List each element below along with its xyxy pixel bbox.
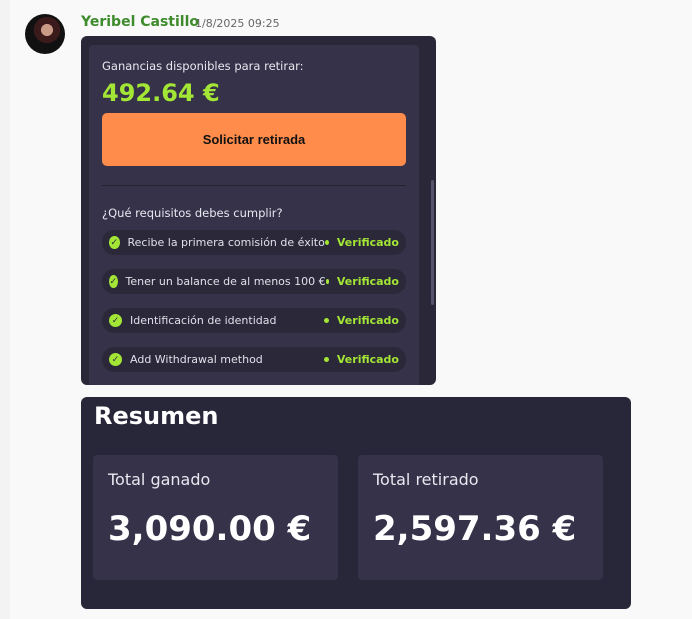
available-amount: 492.64 € <box>102 79 220 107</box>
total-earned-value: 3,090.00 € <box>108 509 312 549</box>
left-gutter <box>0 0 10 619</box>
requirement-item: ✓ Recibe la primera comisión de éxito Veri… <box>102 230 406 255</box>
total-withdrawn-value: 2,597.36 € <box>373 509 577 549</box>
total-earned-label: Total ganado <box>108 470 211 489</box>
avatar[interactable] <box>25 14 65 54</box>
check-circle-icon: ✓ <box>109 314 122 327</box>
check-circle-icon: ✓ <box>109 353 122 366</box>
divider <box>102 185 406 186</box>
withdraw-card: Ganancias disponibles para retirar: 492.… <box>81 36 436 385</box>
available-label: Ganancias disponibles para retirar: <box>102 59 304 73</box>
status-dot-icon <box>323 357 329 362</box>
status-dot-icon <box>324 240 329 245</box>
request-withdrawal-button[interactable]: Solicitar retirada <box>102 113 406 166</box>
check-circle-icon: ✓ <box>109 236 120 249</box>
summary-title: Resumen <box>94 402 219 430</box>
timestamp: 1/8/2025 09:25 <box>195 17 280 30</box>
check-circle-icon: ✓ <box>109 275 118 288</box>
status-badge: Verificado <box>336 236 399 249</box>
summary-panel: Resumen Total ganado 3,090.00 € Total re… <box>81 397 631 609</box>
scrollbar[interactable] <box>431 180 434 305</box>
withdraw-panel: Ganancias disponibles para retirar: 492.… <box>89 45 419 385</box>
status-dot-icon <box>323 318 329 323</box>
status-badge: Verificado <box>336 275 399 288</box>
status-badge: Verificado <box>336 314 399 327</box>
requirement-item: ✓ Add Withdrawal method Verificado <box>102 347 406 372</box>
total-earned-card: Total ganado 3,090.00 € <box>93 455 338 580</box>
requirement-item: ✓ Identificación de identidad Verificado <box>102 308 406 333</box>
requirement-text: Add Withdrawal method <box>130 353 263 366</box>
requirements-title: ¿Qué requisitos debes cumplir? <box>102 206 283 220</box>
status-dot-icon <box>325 279 329 284</box>
total-withdrawn-label: Total retirado <box>373 470 479 489</box>
requirement-item: ✓ Tener un balance de al menos 100 € Verif… <box>102 269 406 294</box>
requirement-text: Recibe la primera comisión de éxito <box>127 236 325 249</box>
requirement-text: Tener un balance de al menos 100 € <box>125 275 326 288</box>
author-name[interactable]: Yeribel Castillo <box>81 14 200 30</box>
total-withdrawn-card: Total retirado 2,597.36 € <box>358 455 603 580</box>
status-badge: Verificado <box>336 353 399 366</box>
requirement-text: Identificación de identidad <box>130 314 277 327</box>
